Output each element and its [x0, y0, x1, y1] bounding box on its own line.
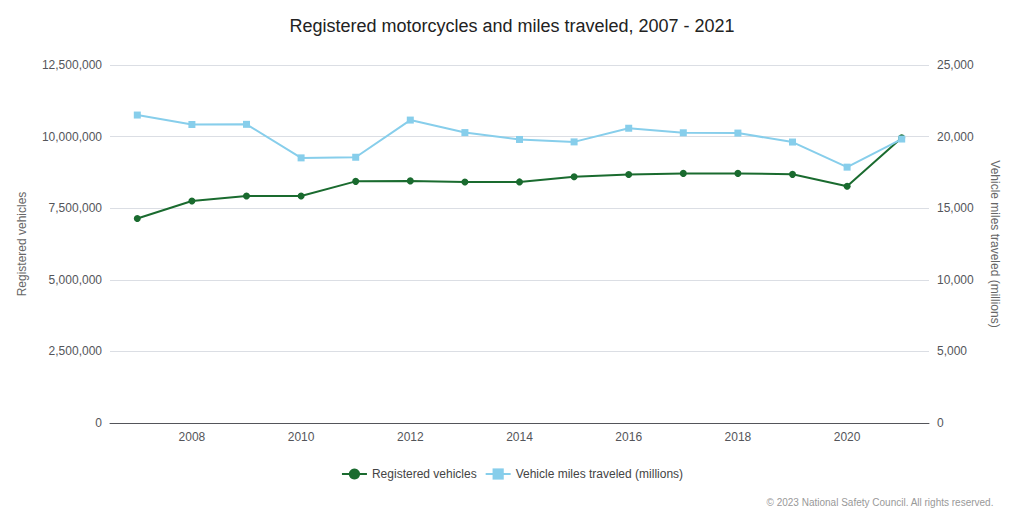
- svg-text:12,500,000: 12,500,000: [42, 58, 102, 72]
- svg-text:5,000: 5,000: [937, 344, 967, 358]
- svg-text:2014: 2014: [506, 430, 533, 444]
- svg-text:10,000: 10,000: [937, 273, 974, 287]
- svg-text:2010: 2010: [288, 430, 315, 444]
- svg-text:Registered vehicles: Registered vehicles: [15, 192, 29, 297]
- svg-text:Vehicle miles traveled (millio: Vehicle miles traveled (millions): [988, 160, 1002, 327]
- svg-text:2,500,000: 2,500,000: [49, 344, 103, 358]
- svg-text:2008: 2008: [179, 430, 206, 444]
- svg-text:20,000: 20,000: [937, 130, 974, 144]
- svg-text:Registered vehicles: Registered vehicles: [372, 467, 477, 481]
- svg-text:2020: 2020: [834, 430, 861, 444]
- svg-text:Registered motorcycles and mil: Registered motorcycles and miles travele…: [289, 16, 734, 36]
- svg-text:2016: 2016: [615, 430, 642, 444]
- svg-text:Vehicle miles traveled (millio: Vehicle miles traveled (millions): [516, 467, 683, 481]
- svg-text:5,000,000: 5,000,000: [49, 273, 103, 287]
- svg-text:15,000: 15,000: [937, 201, 974, 215]
- svg-text:© 2023 National Safety Council: © 2023 National Safety Council. All righ…: [767, 497, 994, 508]
- svg-text:2012: 2012: [397, 430, 424, 444]
- svg-text:25,000: 25,000: [937, 58, 974, 72]
- svg-text:0: 0: [937, 416, 944, 430]
- svg-text:7,500,000: 7,500,000: [49, 201, 103, 215]
- svg-text:10,000,000: 10,000,000: [42, 130, 102, 144]
- svg-text:2018: 2018: [725, 430, 752, 444]
- svg-text:0: 0: [95, 416, 102, 430]
